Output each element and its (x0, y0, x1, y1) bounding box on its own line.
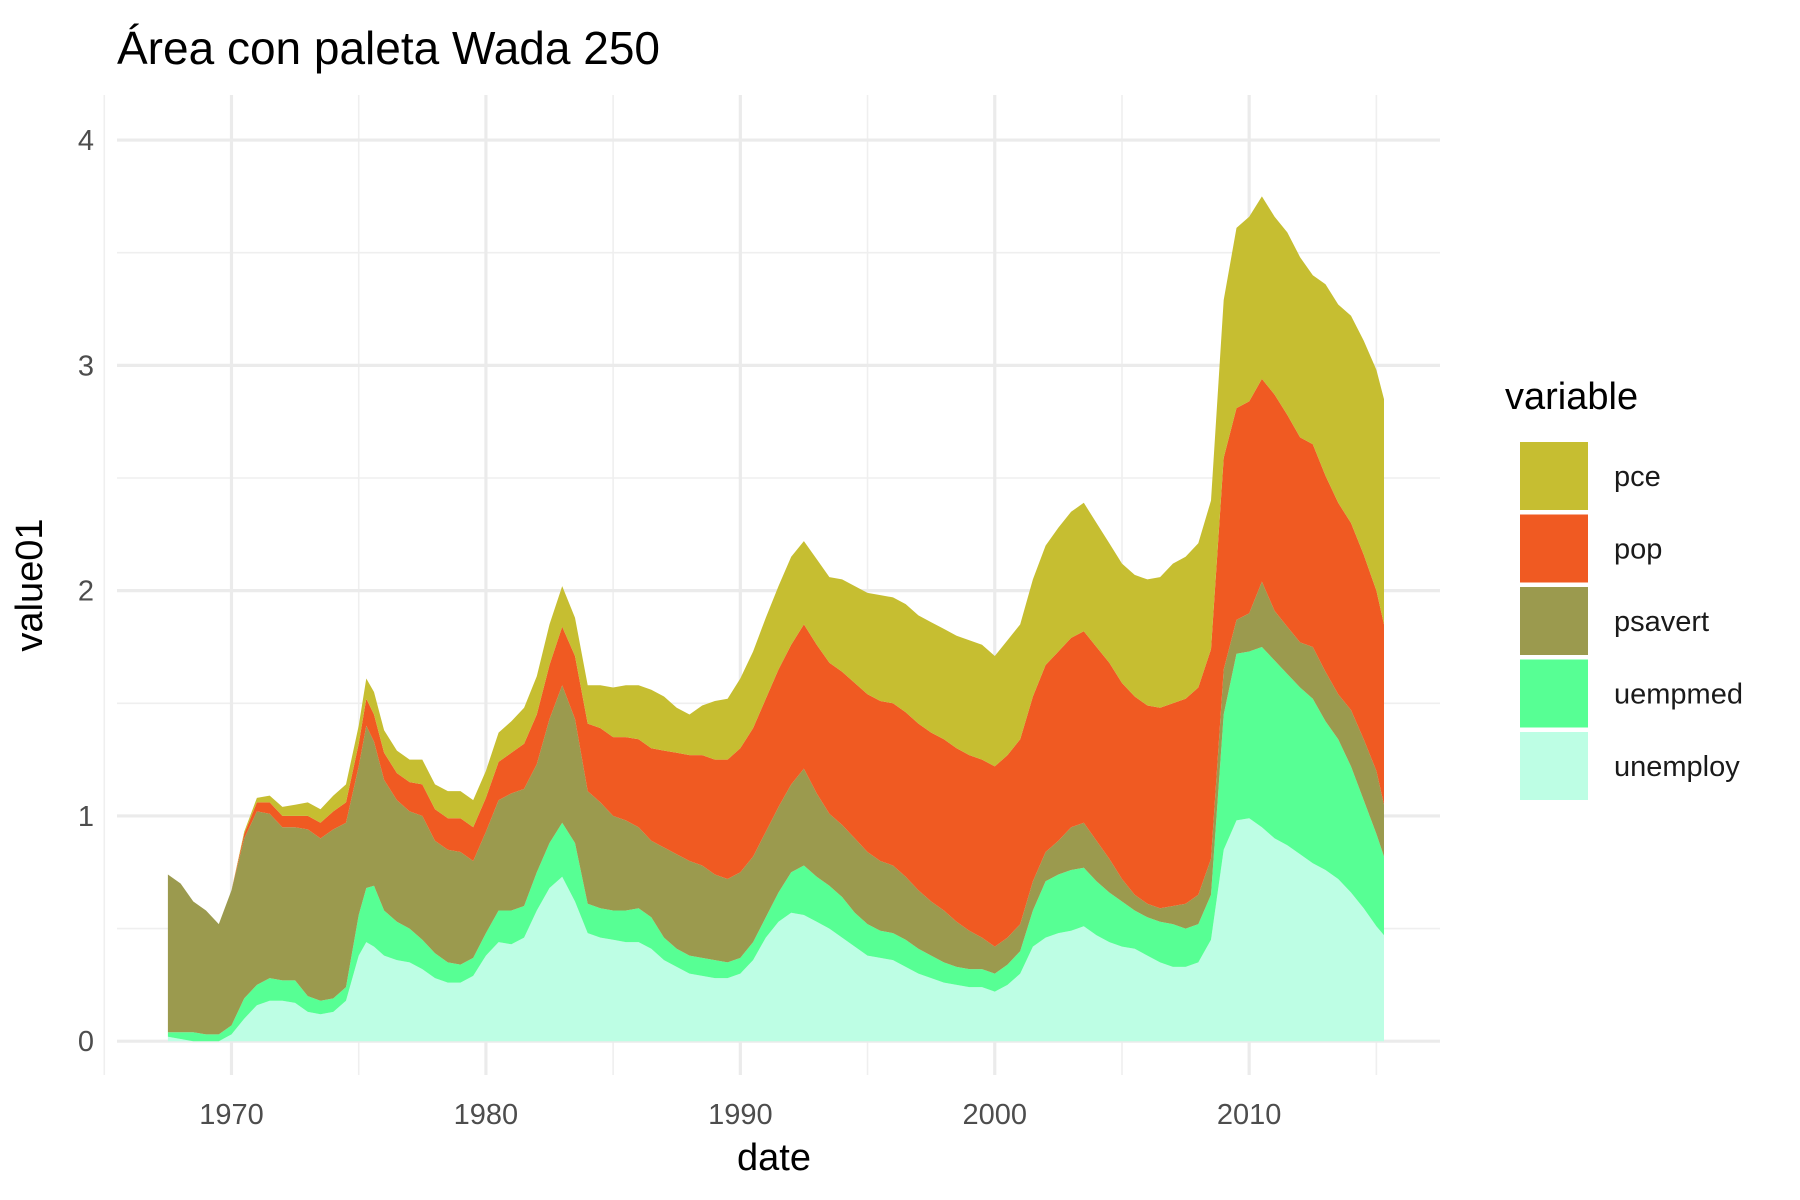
legend-key-uempmed (1520, 659, 1588, 728)
area-uempmed (167, 647, 1384, 1042)
x-tick-labels: 1970 1980 1990 2000 2010 (199, 1099, 1281, 1131)
legend-label-pop: pop (1614, 534, 1662, 566)
legend: variable pce pop psavert uempmed unemploy (1505, 376, 1743, 800)
legend-label-pce: pce (1614, 461, 1661, 493)
area-pop (167, 378, 1384, 947)
area-pce (167, 196, 1384, 925)
y-tick-label: 4 (78, 125, 94, 157)
legend-items: pce pop psavert uempmed unemploy (1520, 442, 1743, 800)
stacked-areas (167, 196, 1384, 1042)
legend-label-uempmed: uempmed (1614, 679, 1743, 711)
x-tick-label: 2000 (963, 1099, 1028, 1131)
legend-key-pop (1520, 514, 1588, 583)
x-tick-label: 1970 (199, 1099, 264, 1131)
x-tick-label: 1990 (708, 1099, 773, 1131)
legend-label-psavert: psavert (1614, 606, 1709, 638)
legend-key-unemploy (1520, 732, 1588, 800)
y-tick-label: 0 (78, 1026, 94, 1058)
legend-title: variable (1505, 376, 1638, 418)
x-axis-title: date (737, 1137, 811, 1179)
y-tick-label: 1 (78, 801, 94, 833)
legend-label-unemploy: unemploy (1614, 751, 1740, 783)
legend-key-psavert (1520, 587, 1588, 655)
x-tick-label: 1980 (454, 1099, 519, 1131)
y-axis-title: value01 (9, 518, 51, 651)
chart-title: Área con paleta Wada 250 (117, 22, 660, 74)
y-tick-label: 2 (78, 576, 94, 608)
x-tick-label: 2010 (1217, 1099, 1282, 1131)
y-tick-label: 3 (78, 350, 94, 382)
area-unemploy (167, 818, 1384, 1042)
legend-key-pce (1520, 442, 1588, 510)
area-psavert (167, 581, 1384, 1035)
y-tick-labels: 0 1 2 3 4 (78, 125, 94, 1058)
